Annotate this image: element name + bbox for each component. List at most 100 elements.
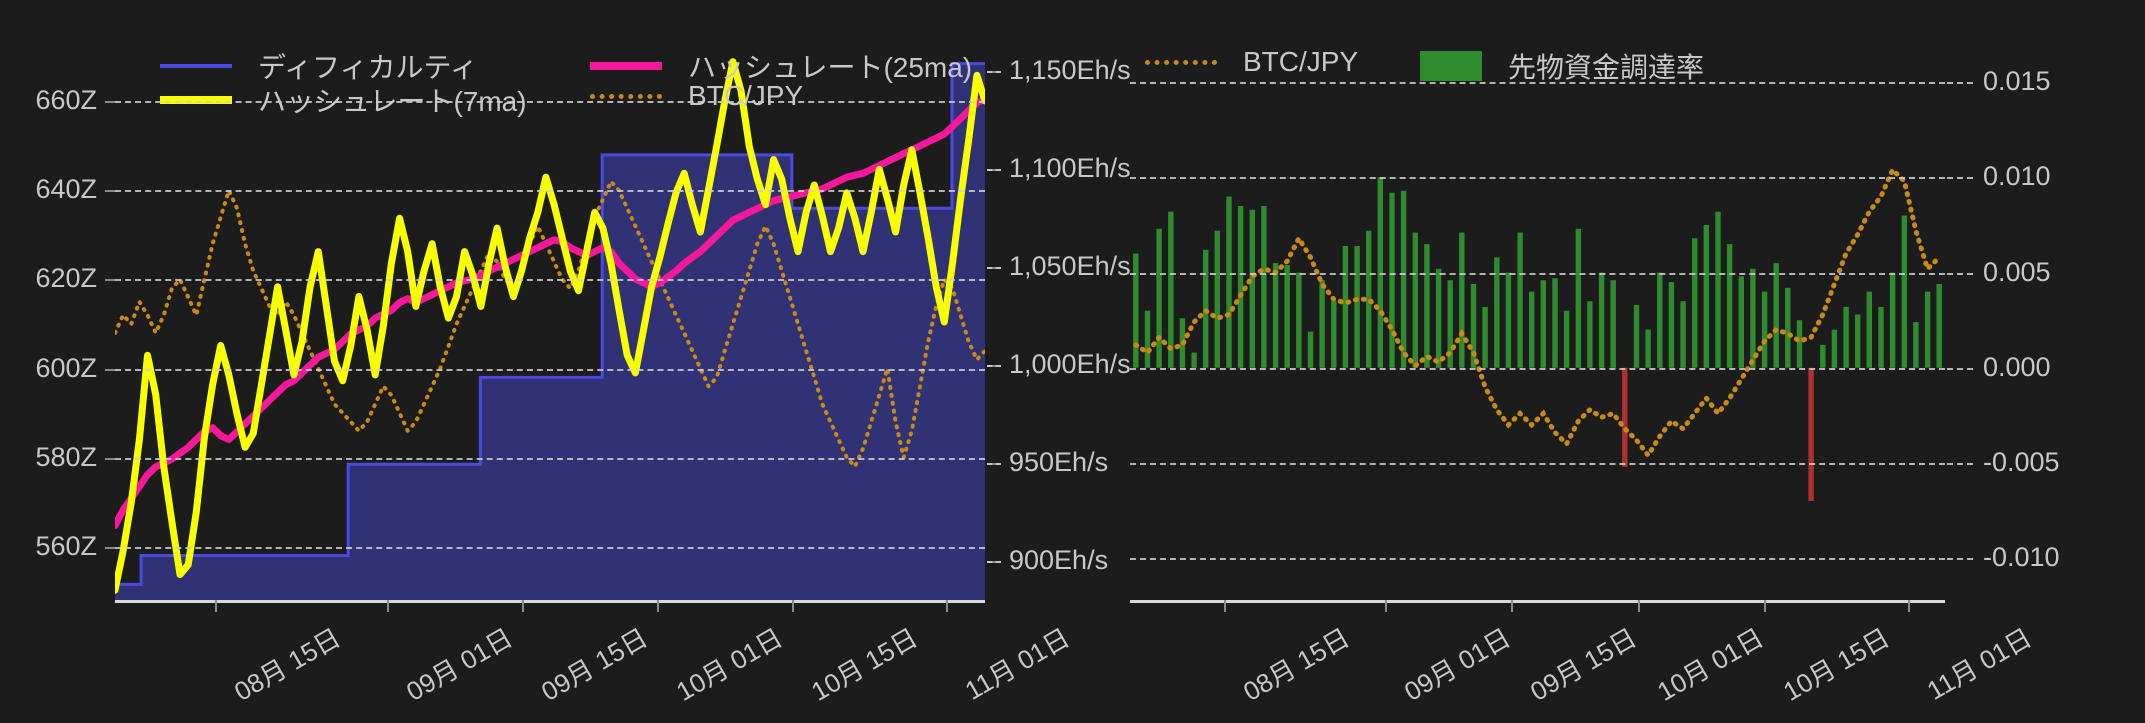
funding-rate-bar xyxy=(1459,232,1465,368)
funding-rate-bar xyxy=(1156,228,1162,368)
funding-rate-bar xyxy=(1552,278,1558,368)
x-axis-tick-mark xyxy=(657,600,659,612)
funding-rate-bar xyxy=(1622,367,1628,467)
legend-label: BTC/JPY xyxy=(1243,46,1359,77)
funding-rate-bar xyxy=(1866,291,1872,368)
funding-rate-bar xyxy=(1307,331,1314,368)
y-axis-right-dash xyxy=(987,267,1001,270)
funding-rate-bar xyxy=(1214,230,1220,368)
funding-rate-bar xyxy=(1680,301,1686,368)
funding-rate-bar xyxy=(1610,280,1616,368)
gridline xyxy=(115,101,985,104)
funding-rate-bar xyxy=(1435,268,1442,368)
funding-rate-bar xyxy=(1901,215,1907,368)
funding-rate-bar xyxy=(1761,291,1768,368)
left-chart-panel: ディフィカルティ ハッシュレート(25ma) ハッシュレート(7ma) BTC/JPY… xyxy=(35,46,1130,707)
x-axis-tick-mark xyxy=(1764,600,1767,612)
funding-rate-bar xyxy=(1843,306,1849,368)
gridline xyxy=(1130,558,1945,561)
y-axis-right-dash xyxy=(1947,177,1973,180)
y-axis-tick-mark xyxy=(105,368,115,371)
funding-rate-bar xyxy=(1715,211,1721,368)
funding-rate-bar xyxy=(1237,206,1244,368)
funding-rate-bar xyxy=(1587,301,1593,368)
x-axis-line xyxy=(1130,600,1945,603)
legend-item[interactable]: BTC/JPY xyxy=(590,80,803,112)
legend-item[interactable]: ハッシュレート(7ma) xyxy=(160,80,527,120)
funding-rate-bar xyxy=(1889,272,1896,368)
funding-rate-bar xyxy=(1284,265,1290,368)
legend-item[interactable]: BTC/JPY xyxy=(1145,46,1358,78)
y-axis-right-dash xyxy=(987,365,1001,368)
y-axis-tick-label: 600Z xyxy=(35,352,97,383)
funding-rate-bar xyxy=(1913,322,1919,368)
y-axis-tick-label: 620Z xyxy=(35,263,97,294)
funding-rate-bar xyxy=(1924,291,1931,368)
funding-rate-bar xyxy=(1226,196,1232,368)
y-axis-tick-label: 0.005 xyxy=(1983,256,2051,287)
y-axis-tick-label: 900Eh/s xyxy=(1009,544,1109,575)
funding-rate-bar xyxy=(1400,190,1407,368)
funding-rate-bar xyxy=(1447,280,1453,368)
y-axis-tick-mark xyxy=(105,101,115,104)
y-axis-tick-label: 1,150Eh/s xyxy=(1009,55,1131,86)
y-axis-right-dash xyxy=(1947,558,1973,561)
y-axis-tick-label: 660Z xyxy=(35,85,97,116)
funding-rate-bar xyxy=(1494,257,1500,368)
gridline xyxy=(1130,82,1945,85)
funding-rate-bar xyxy=(1598,272,1605,368)
legend-label: 先物資金調達率 xyxy=(1508,52,1705,83)
legend-swatch-icon xyxy=(1420,51,1482,81)
x-axis-tick-mark xyxy=(1223,600,1226,612)
funding-rate-bar xyxy=(1470,284,1477,368)
legend-label: ハッシュレート(25ma) xyxy=(688,52,973,83)
y-axis-right-dash xyxy=(987,169,1001,172)
btcjpy-line xyxy=(1133,165,1942,460)
y-axis-tick-mark xyxy=(105,457,115,460)
y-axis-tick-label: -0.005 xyxy=(1983,446,2060,477)
legend-swatch-icon xyxy=(160,96,232,104)
funding-rate-bar xyxy=(1482,306,1488,368)
funding-rate-bar xyxy=(1412,232,1418,368)
funding-rate-bar xyxy=(1168,211,1174,368)
y-axis-tick-label: 580Z xyxy=(35,441,97,472)
x-axis-tick-mark xyxy=(215,600,218,612)
right-chart-plot xyxy=(1133,165,1942,501)
funding-rate-bar xyxy=(1703,225,1709,368)
y-axis-right-dash xyxy=(987,560,1001,563)
funding-rate-bar xyxy=(1878,306,1884,368)
x-axis-tick-mark xyxy=(1637,600,1640,612)
funding-rate-bar xyxy=(1726,244,1733,368)
legend-item[interactable]: ディフィカルティ xyxy=(160,46,478,86)
funding-rate-bar xyxy=(1191,352,1197,368)
funding-rate-bar xyxy=(1133,253,1139,368)
funding-rate-bar xyxy=(1389,192,1395,368)
legend-item[interactable]: ハッシュレート(25ma) xyxy=(590,46,972,86)
gridline xyxy=(1130,462,1945,465)
legend-label: ハッシュレート(7ma) xyxy=(258,86,527,117)
difficulty-area xyxy=(115,63,985,601)
y-axis-tick-mark xyxy=(105,546,115,549)
funding-rate-bar xyxy=(1820,344,1826,368)
gridline xyxy=(115,279,985,282)
funding-rate-bar xyxy=(1645,329,1651,368)
y-axis-tick-mark xyxy=(105,279,115,282)
funding-rate-bar xyxy=(1144,310,1151,368)
legend-label: ディフィカルティ xyxy=(258,52,478,83)
funding-rate-bar xyxy=(1657,272,1663,368)
funding-rate-bar xyxy=(1668,282,1675,368)
gridline xyxy=(115,368,985,371)
funding-rate-bar xyxy=(1272,263,1279,368)
right-chart-panel: BTC/JPY 先物資金調達率 0.015 0.010 0.005 0.000 -0.00… xyxy=(1075,0,2145,723)
funding-rate-bar xyxy=(1936,284,1942,368)
funding-rate-bar xyxy=(1633,305,1640,368)
y-axis-tick-label: 0.010 xyxy=(1983,161,2051,192)
x-axis-tick-mark xyxy=(791,600,794,612)
y-axis-tick-label: 1,050Eh/s xyxy=(1009,251,1131,282)
funding-rate-bar xyxy=(1855,314,1861,368)
legend-label: BTC/JPY xyxy=(688,80,804,111)
legend-swatch-icon xyxy=(1145,59,1217,65)
x-axis-tick-mark xyxy=(1385,600,1388,612)
legend-item[interactable]: 先物資金調達率 xyxy=(1420,46,1704,86)
